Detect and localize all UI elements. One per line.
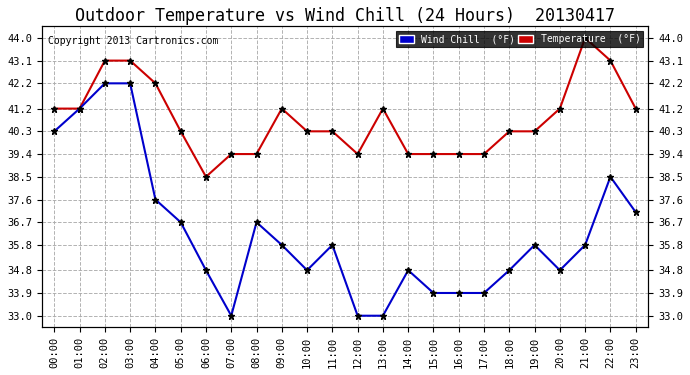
Title: Outdoor Temperature vs Wind Chill (24 Hours)  20130417: Outdoor Temperature vs Wind Chill (24 Ho… (75, 7, 615, 25)
Legend: Wind Chill  (°F), Temperature  (°F): Wind Chill (°F), Temperature (°F) (396, 32, 644, 47)
Text: Copyright 2013 Cartronics.com: Copyright 2013 Cartronics.com (48, 36, 218, 45)
